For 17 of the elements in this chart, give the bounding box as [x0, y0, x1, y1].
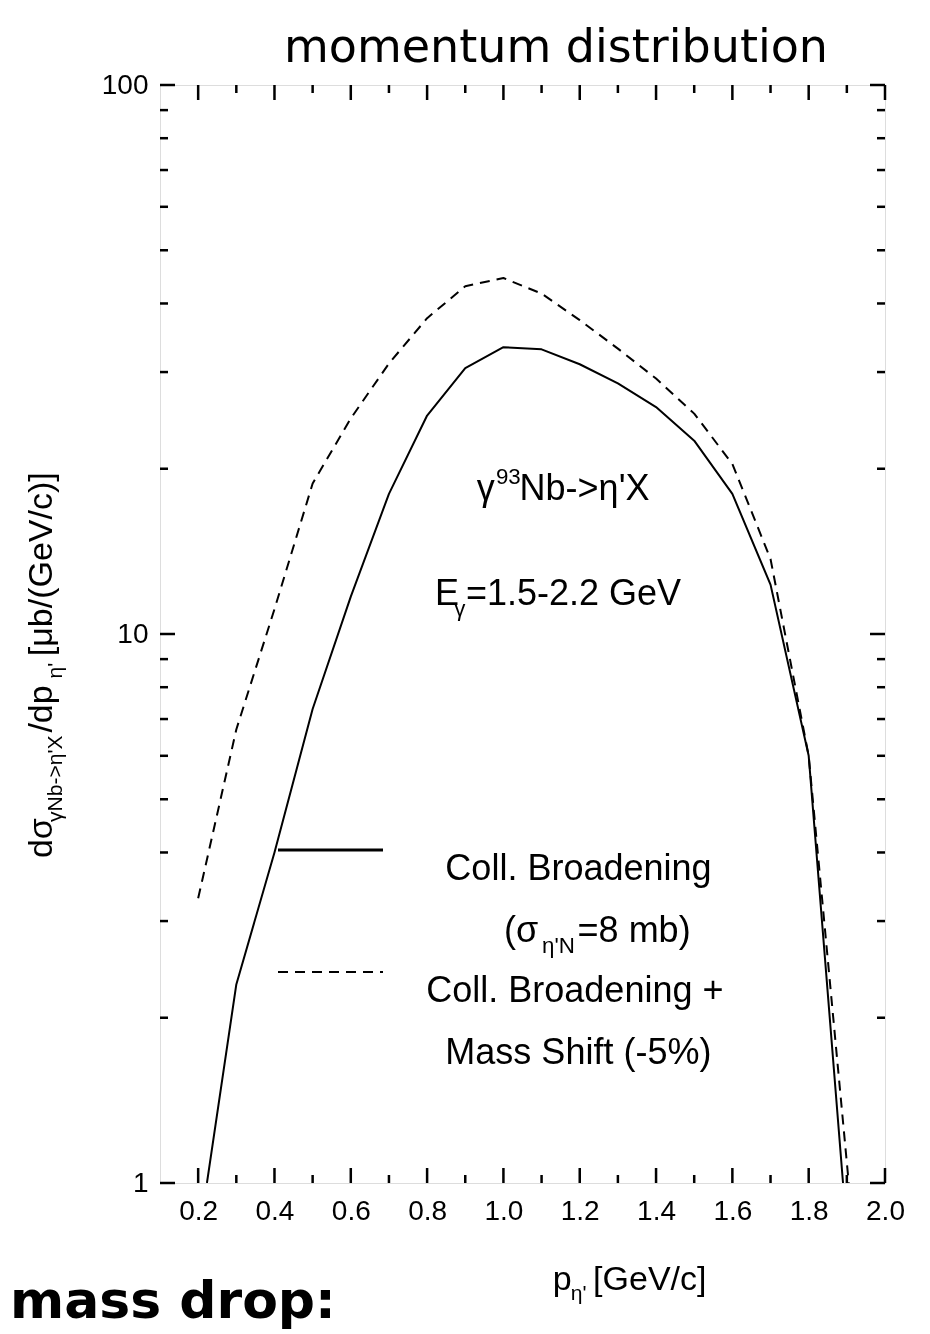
legend-label: Coll. Broadening + Mass Shift (-5%) [426, 969, 724, 1072]
y-tick-label: 1 [132, 1166, 149, 1198]
x-tick-label: 0.8 [408, 1194, 448, 1226]
y-axis-title: dσγNb->η'X/dpη' [μb/(GeV/c)] [21, 472, 67, 859]
y-tick-label: 10 [117, 617, 149, 649]
x-tick-label: 1.4 [637, 1194, 677, 1226]
x-tick-label: 0.2 [179, 1194, 219, 1226]
y-tick-label: 100 [101, 68, 149, 100]
x-tick-label: 0.4 [255, 1194, 295, 1226]
x-tick-label: 2.0 [866, 1194, 905, 1226]
chart-title: momentum distribution [284, 19, 828, 73]
x-tick-label: 1.2 [560, 1194, 600, 1226]
x-tick-label: 1.0 [484, 1194, 524, 1226]
x-tick-label: 1.8 [789, 1194, 829, 1226]
text: mass drop: [10, 1270, 336, 1330]
x-tick-label: 1.6 [713, 1194, 753, 1226]
x-tick-label: 0.6 [331, 1194, 371, 1226]
